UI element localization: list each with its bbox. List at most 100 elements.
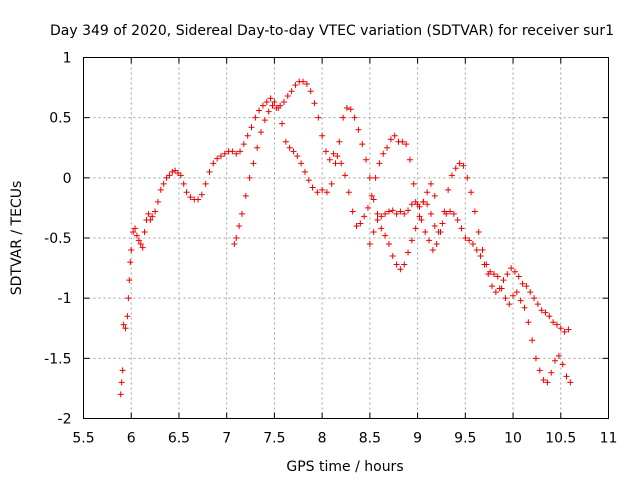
data-point-plus xyxy=(236,222,243,229)
data-point-plus xyxy=(246,174,253,181)
data-point-plus xyxy=(563,373,570,380)
data-point-plus xyxy=(521,304,528,311)
data-point-plus xyxy=(332,160,339,167)
x-tick-label: 10.5 xyxy=(545,431,576,447)
data-point-plus xyxy=(508,265,515,272)
data-point-plus xyxy=(240,141,247,148)
data-point-plus xyxy=(263,99,270,106)
data-point-plus xyxy=(139,244,146,251)
data-point-plus xyxy=(414,201,421,208)
data-point-plus xyxy=(389,207,396,214)
data-point-plus xyxy=(261,117,268,124)
data-point-plus xyxy=(195,196,202,203)
data-point-plus xyxy=(166,172,173,179)
data-point-plus xyxy=(515,273,522,280)
data-point-plus xyxy=(401,210,408,217)
data-point-plus xyxy=(384,144,391,151)
data-point-plus xyxy=(311,100,318,107)
data-point-plus xyxy=(416,213,423,220)
data-point-plus xyxy=(374,216,381,223)
data-point-plus xyxy=(555,352,562,359)
x-tick-label: 9.5 xyxy=(454,431,476,447)
data-point-plus xyxy=(538,307,545,314)
y-tick-label: -2 xyxy=(58,412,72,428)
data-point-plus xyxy=(544,379,551,386)
x-tick-label: 7.5 xyxy=(263,431,285,447)
data-point-plus xyxy=(359,141,366,148)
data-point-plus xyxy=(363,156,370,163)
data-point-plus xyxy=(128,247,135,254)
data-point-plus xyxy=(378,225,385,232)
data-point-plus xyxy=(119,367,126,374)
x-tick-label: 10 xyxy=(504,431,522,447)
data-point-plus xyxy=(552,357,559,364)
data-point-plus xyxy=(124,313,131,320)
data-point-plus xyxy=(210,160,217,167)
data-point-plus xyxy=(334,153,341,160)
data-point-plus xyxy=(565,326,572,333)
data-point-plus xyxy=(471,208,478,215)
x-tick-label: 11 xyxy=(600,431,618,447)
data-point-plus xyxy=(233,235,240,241)
y-tick-label: 0 xyxy=(63,171,72,187)
data-point-plus xyxy=(405,249,412,256)
data-point-plus xyxy=(513,289,520,296)
data-point-plus xyxy=(231,241,238,248)
data-point-plus xyxy=(256,107,263,114)
data-point-plus xyxy=(315,114,322,121)
data-points xyxy=(117,78,574,398)
data-point-plus xyxy=(494,273,501,280)
data-point-plus xyxy=(279,120,286,127)
data-point-plus xyxy=(427,210,434,217)
data-point-plus xyxy=(427,180,434,187)
data-point-plus xyxy=(429,247,436,254)
data-point-plus xyxy=(473,247,480,254)
data-point-plus xyxy=(370,228,377,235)
data-point-plus xyxy=(277,102,284,109)
data-point-plus xyxy=(447,208,454,215)
data-point-plus xyxy=(475,228,482,235)
data-point-plus xyxy=(368,192,375,199)
data-point-plus xyxy=(378,213,385,220)
data-point-plus xyxy=(382,210,389,217)
data-point-plus xyxy=(506,301,513,308)
data-point-plus xyxy=(532,355,539,362)
data-point-plus xyxy=(511,268,518,275)
data-point-plus xyxy=(273,105,280,112)
data-point-plus xyxy=(265,108,272,115)
data-point-plus xyxy=(525,319,532,326)
x-tick-label: 8.5 xyxy=(359,431,381,447)
data-point-plus xyxy=(351,114,358,121)
data-point-plus xyxy=(468,189,475,196)
data-point-plus xyxy=(242,192,249,199)
data-point-plus xyxy=(387,136,394,143)
data-point-plus xyxy=(258,129,265,136)
data-point-plus xyxy=(445,186,452,193)
data-point-plus xyxy=(553,321,560,328)
data-point-plus xyxy=(439,220,446,227)
data-point-plus xyxy=(529,337,536,344)
data-point-plus xyxy=(462,235,469,241)
data-point-plus xyxy=(361,213,368,220)
data-point-plus xyxy=(221,150,228,157)
data-point-plus xyxy=(504,271,511,278)
data-point-plus xyxy=(489,283,496,290)
data-point-plus xyxy=(405,207,412,214)
data-point-plus xyxy=(288,88,295,95)
data-point-plus xyxy=(292,82,299,89)
data-point-plus xyxy=(349,208,356,215)
data-point-plus xyxy=(145,210,152,217)
x-axis-label: GPS time / hours xyxy=(286,459,403,475)
y-tick-label: -1.5 xyxy=(44,351,71,367)
y-tick-label: -0.5 xyxy=(44,231,71,247)
data-point-plus xyxy=(374,210,381,217)
data-point-plus xyxy=(469,241,476,248)
data-point-plus xyxy=(567,379,574,386)
data-point-plus xyxy=(391,132,398,139)
data-point-plus xyxy=(118,379,125,386)
data-point-plus xyxy=(133,232,140,239)
data-point-plus xyxy=(458,225,465,232)
data-point-plus xyxy=(147,216,154,223)
data-point-plus xyxy=(326,156,333,163)
data-point-plus xyxy=(433,241,440,248)
